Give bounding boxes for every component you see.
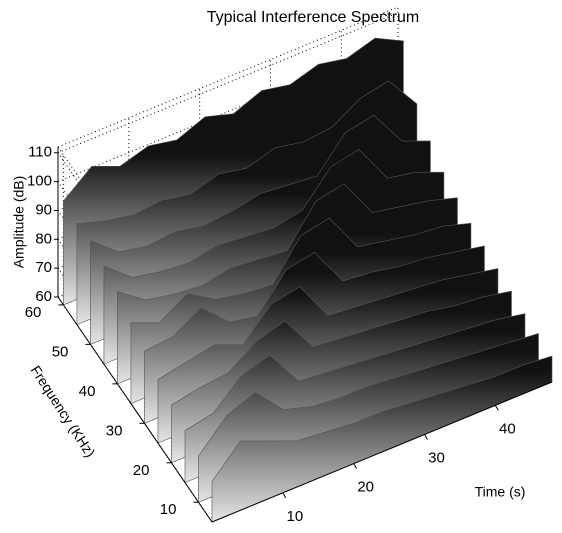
y-axis-label: Frequency (KHz) bbox=[28, 363, 99, 460]
x-tick bbox=[494, 405, 499, 411]
y-tick-label: 30 bbox=[106, 422, 123, 439]
x-tick bbox=[424, 434, 428, 440]
y-tick-label: 50 bbox=[52, 343, 69, 360]
x-tick-label: 40 bbox=[499, 420, 516, 437]
y-tick-label: 40 bbox=[79, 383, 96, 400]
z-tick-label: 110 bbox=[28, 144, 52, 161]
y-tick-label: 60 bbox=[25, 304, 42, 321]
y-axis bbox=[57, 296, 213, 523]
z-tick-label: 70 bbox=[35, 259, 52, 276]
x-tick-label: 20 bbox=[357, 479, 374, 496]
x-tick bbox=[282, 492, 287, 499]
x-tick-label: 10 bbox=[286, 508, 303, 525]
x-tick-label: 30 bbox=[428, 449, 445, 466]
surface-row bbox=[211, 355, 553, 523]
z-tick-label: 80 bbox=[35, 230, 52, 247]
x-axis-label: Time (s) bbox=[475, 484, 526, 500]
z-tick-label: 100 bbox=[27, 173, 52, 190]
x-tick bbox=[353, 463, 358, 469]
chart-title: Typical Interference Spectrum bbox=[207, 9, 420, 26]
y-tick-label: 10 bbox=[160, 501, 177, 518]
z-tick-label: 60 bbox=[35, 288, 52, 305]
y-tick-label: 20 bbox=[133, 462, 150, 479]
z-axis-label: Amplitude (dB) bbox=[11, 176, 27, 269]
z-tick-label: 90 bbox=[35, 201, 52, 218]
